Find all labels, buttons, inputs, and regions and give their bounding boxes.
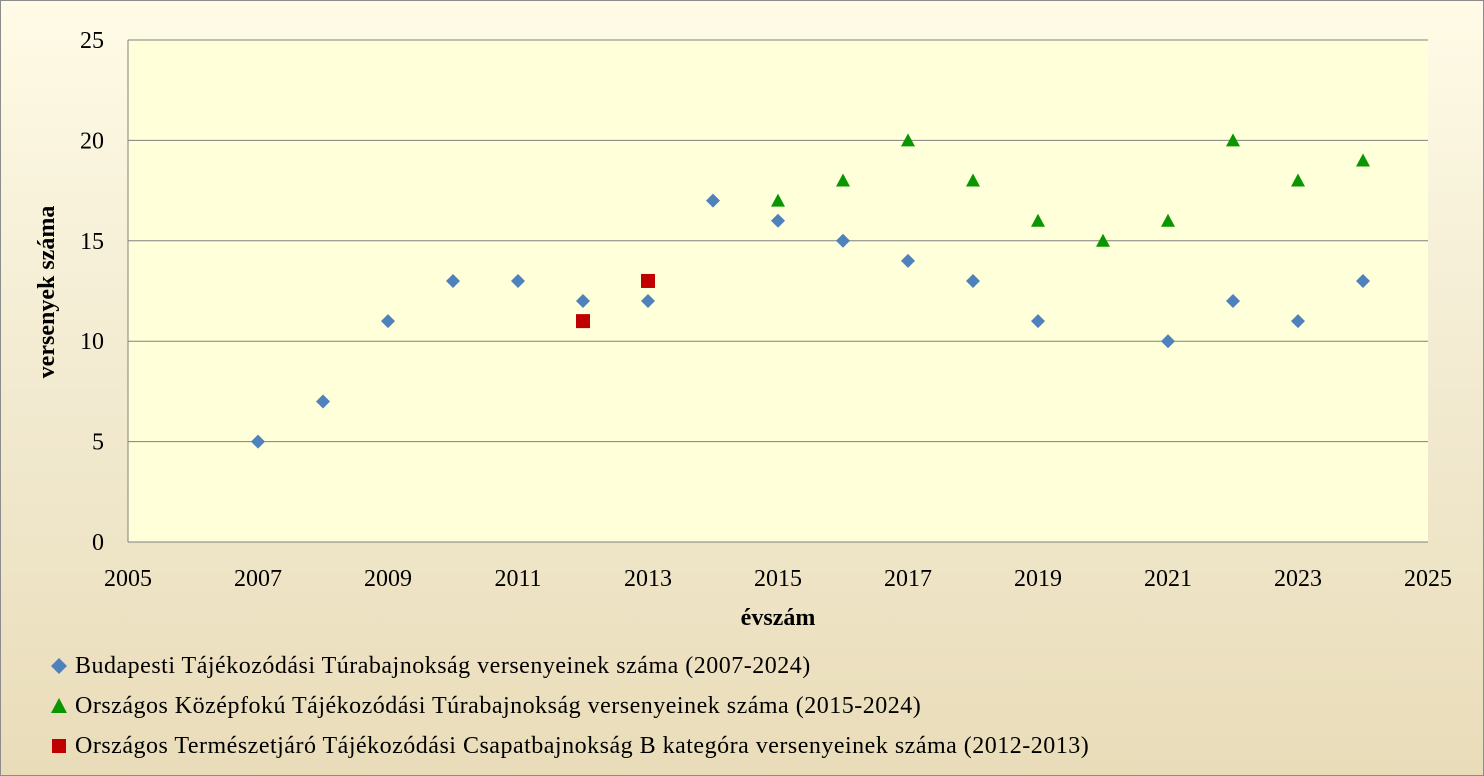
- data-point-triangle: [901, 133, 915, 147]
- y-tick-label: 0: [92, 530, 104, 556]
- x-tick-label: 2013: [624, 566, 672, 592]
- data-point-diamond: [901, 253, 915, 268]
- legend-item-budapesti: Budapesti Tájékozódási Túrabajnokság ver…: [47, 646, 1089, 686]
- x-tick-label: 2025: [1404, 566, 1452, 592]
- data-point-triangle: [836, 173, 850, 187]
- data-point-square: [576, 314, 590, 329]
- x-tick-label: 2009: [364, 566, 412, 592]
- data-point-diamond: [1226, 294, 1240, 309]
- data-point-diamond: [641, 294, 655, 309]
- data-point-triangle: [771, 193, 785, 207]
- data-point-diamond: [1161, 334, 1175, 349]
- data-point-diamond: [1291, 314, 1305, 329]
- data-point-diamond: [316, 394, 330, 409]
- x-tick-label: 2011: [494, 566, 541, 592]
- data-point-diamond: [381, 314, 395, 329]
- data-point-diamond: [706, 193, 720, 208]
- data-point-triangle: [1096, 233, 1110, 247]
- data-point-square: [641, 273, 655, 288]
- data-points: [251, 133, 1370, 449]
- data-point-triangle: [1226, 133, 1240, 147]
- legend-label: Országos Középfokú Tájékozódási Túrabajn…: [75, 692, 922, 719]
- x-tick-label: 2015: [754, 566, 802, 592]
- diamond-marker-icon: [51, 658, 67, 674]
- x-tick-label: 2007: [234, 566, 282, 592]
- legend-item-csapatbajnoksag: Országos Természetjáró Tájékozódási Csap…: [47, 726, 1089, 766]
- gridlines: [128, 39, 1428, 443]
- legend-label: Országos Természetjáró Tájékozódási Csap…: [75, 732, 1090, 759]
- y-tick-label: 10: [80, 329, 104, 355]
- data-point-triangle: [1161, 213, 1175, 227]
- data-point-diamond: [1356, 273, 1370, 288]
- data-point-triangle: [966, 173, 980, 187]
- legend-item-kozepfoku: Országos Középfokú Tájékozódási Túrabajn…: [47, 686, 1089, 726]
- data-point-triangle: [1031, 213, 1045, 227]
- data-point-diamond: [771, 213, 785, 228]
- y-tick-labels: 0 5 10 15 20 25: [80, 28, 104, 556]
- x-axis-title: évszám: [741, 605, 816, 631]
- legend: Budapesti Tájékozódási Túrabajnokság ver…: [47, 646, 1089, 766]
- triangle-marker-icon: [51, 698, 67, 713]
- data-point-diamond: [511, 273, 525, 288]
- data-point-triangle: [1356, 153, 1370, 167]
- y-tick-label: 15: [80, 229, 104, 255]
- square-marker-icon: [52, 739, 66, 753]
- data-point-triangle: [1291, 173, 1305, 187]
- y-tick-label: 25: [80, 28, 104, 54]
- data-point-diamond: [251, 434, 265, 449]
- x-tick-label: 2021: [1144, 566, 1192, 592]
- data-point-diamond: [836, 233, 850, 248]
- plot-area: [128, 40, 1428, 542]
- x-tick-labels: 2005 2007 2009 2011 2013 2015 2017 2019 2021 2023…: [104, 566, 1452, 592]
- x-tick-label: 2019: [1014, 566, 1062, 592]
- x-tick-label: 2005: [104, 566, 152, 592]
- data-point-diamond: [966, 273, 980, 288]
- x-tick-label: 2017: [884, 566, 932, 592]
- y-tick-label: 20: [80, 128, 104, 154]
- data-point-diamond: [1031, 314, 1045, 329]
- y-axis-title: versenyek száma: [34, 206, 60, 379]
- data-point-diamond: [446, 273, 460, 288]
- x-tick-label: 2023: [1274, 566, 1322, 592]
- data-point-diamond: [576, 294, 590, 309]
- y-tick-label: 5: [92, 430, 104, 456]
- legend-label: Budapesti Tájékozódási Túrabajnokság ver…: [75, 652, 811, 679]
